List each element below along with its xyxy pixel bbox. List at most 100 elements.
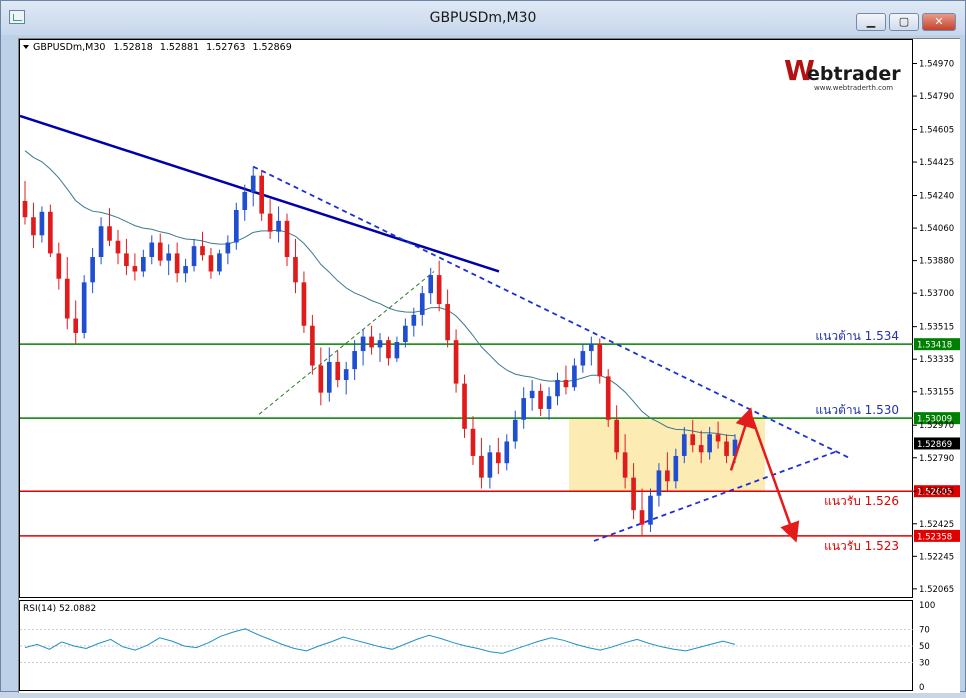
candle-body — [115, 240, 121, 254]
candlesticks — [22, 166, 738, 536]
chart-window-icon[interactable] — [9, 10, 25, 24]
rsi-tick-label: 30 — [919, 658, 930, 668]
candle-body — [529, 390, 535, 399]
maximize-button[interactable]: ▢ — [889, 13, 919, 31]
candle-body — [183, 266, 188, 274]
rsi-tick-label: 50 — [919, 642, 930, 652]
candle-body — [597, 343, 603, 377]
candle-body — [73, 318, 79, 333]
candle-body — [301, 282, 307, 326]
candle-body — [665, 470, 670, 482]
candle-body — [377, 340, 383, 348]
candle-body — [352, 351, 357, 370]
support-price-tag — [914, 529, 960, 542]
price-tick-label: 1.54425 — [919, 158, 954, 168]
main-plot-frame — [19, 39, 913, 598]
candle-body — [724, 441, 729, 456]
chart-symbol: GBPUSDm,M30 — [33, 42, 105, 53]
candle-body — [191, 246, 197, 267]
candle-body — [98, 226, 104, 258]
price-tick-label: 1.53155 — [919, 388, 954, 398]
chart-area[interactable]: GBPUSDm,M30 1.52818 1.52881 1.52763 1.52… — [18, 38, 960, 693]
level-annotation-label: แนวรับ 1.526 — [824, 494, 899, 508]
candle-body — [436, 275, 442, 305]
price-tick-label: 1.54240 — [919, 192, 954, 202]
candle-body — [411, 314, 417, 326]
price-tick-label: 1.54970 — [919, 60, 954, 70]
candle-body — [81, 282, 87, 333]
candle-body — [335, 361, 341, 380]
candle-body — [462, 383, 467, 429]
candle-body — [56, 253, 62, 279]
resistance-price-tag — [914, 338, 960, 351]
candle-body — [90, 257, 95, 283]
candle-body — [504, 441, 510, 464]
candle-body — [343, 369, 349, 380]
candle-body — [681, 434, 687, 456]
level-price-tag-text: 1.53009 — [917, 415, 952, 425]
chart-menu-arrow-icon[interactable] — [23, 45, 29, 49]
candle-body — [470, 428, 476, 456]
chart-low: 1.52763 — [206, 42, 245, 53]
close-button[interactable]: ✕ — [922, 13, 956, 31]
candle-body — [555, 379, 560, 397]
price-chart-svg[interactable]: GBPUSDm,M30 1.52818 1.52881 1.52763 1.52… — [19, 39, 961, 694]
price-tick-label: 1.53335 — [919, 355, 954, 365]
candle-body — [445, 304, 450, 341]
candle-body — [318, 365, 324, 393]
level-price-tag-text: 1.52358 — [917, 532, 952, 542]
price-tick-label: 1.53515 — [919, 323, 954, 333]
candle-body — [631, 477, 636, 511]
support-price-tag — [914, 485, 960, 498]
candle-body — [166, 253, 172, 261]
price-tick-label: 1.52065 — [919, 585, 954, 595]
candle-body — [132, 266, 138, 272]
projection-arrows — [729, 407, 800, 543]
level-price-tag-text: 1.53418 — [917, 341, 952, 351]
candle-body — [284, 220, 290, 258]
moving-average-polyline — [24, 150, 736, 437]
candle-body — [521, 398, 527, 420]
price-tick-label: 1.52790 — [919, 454, 954, 464]
candle-body — [605, 376, 611, 420]
candle-body — [200, 246, 205, 256]
chart-high: 1.52881 — [160, 42, 199, 53]
window-titlebar[interactable]: GBPUSDm,M30 ▁ ▢ ✕ — [1, 1, 965, 35]
minimize-button[interactable]: ▁ — [856, 13, 886, 31]
candle-body — [614, 419, 619, 453]
rsi-plot-frame — [19, 600, 913, 691]
candle-body — [64, 278, 70, 319]
chart-close: 1.52869 — [252, 42, 291, 53]
price-tick-label: 1.52245 — [919, 552, 954, 562]
price-tick-label: 1.52425 — [919, 520, 954, 530]
rsi-indicator: 100 70 50 30 0 — [20, 601, 935, 693]
rsi-tick-label: 100 — [919, 601, 935, 611]
chart-open: 1.52818 — [114, 42, 153, 53]
candle-body — [656, 470, 662, 496]
candle-body — [369, 336, 374, 348]
candle-body — [698, 445, 704, 453]
candle-body — [31, 217, 36, 236]
logo-brand: ebtrader — [807, 63, 901, 85]
level-price-tag-text: 1.52605 — [917, 488, 952, 498]
candle-body — [563, 379, 569, 388]
candle-body — [48, 211, 53, 254]
candle-body — [690, 434, 696, 446]
candle-body — [648, 495, 653, 525]
resistance-price-tag — [914, 412, 960, 425]
support-resistance-lines: 1.53418 แนวต้าน 1.534 1.53009 แนวต้าน 1.530… — [20, 329, 960, 553]
candle-body — [360, 336, 366, 352]
candle-body — [107, 226, 112, 241]
candle-body — [141, 257, 146, 272]
candle-body — [22, 200, 28, 218]
candle-body — [707, 434, 712, 453]
candle-body — [225, 242, 231, 254]
candle-body — [293, 257, 298, 283]
candle-body — [233, 209, 239, 243]
candle-body — [580, 351, 586, 366]
chart-ohlc-header: GBPUSDm,M30 1.52818 1.52881 1.52763 1.52… — [33, 42, 292, 53]
level-annotation-label: แนวต้าน 1.534 — [815, 329, 899, 343]
candle-body — [208, 255, 214, 272]
price-tick-label: 1.53700 — [919, 289, 954, 299]
candle-body — [310, 325, 315, 366]
